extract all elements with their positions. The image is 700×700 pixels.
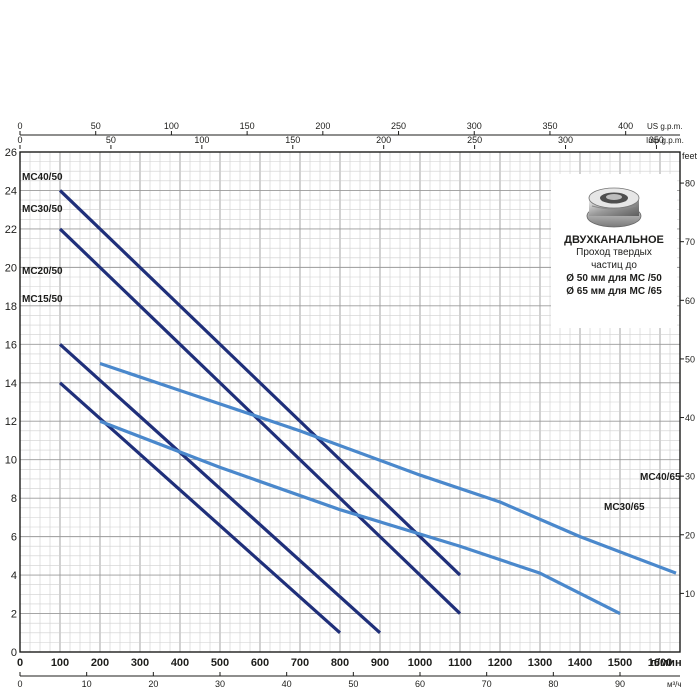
y-tick-label: 8: [11, 493, 17, 505]
y-tick-label: 4: [11, 570, 17, 582]
y2-axis-unit: feet: [682, 151, 698, 161]
x2-tick-label: 60: [415, 679, 425, 689]
x2-tick-label: 10: [82, 679, 92, 689]
y2-tick-label: 80: [685, 179, 695, 189]
top-us-tick-label: 150: [240, 121, 255, 131]
y2-tick-label: 10: [685, 589, 695, 599]
series-label-mc20-50: MC20/50: [22, 266, 63, 277]
y2-tick-label: 60: [685, 296, 695, 306]
x-tick-label: 1100: [448, 657, 472, 669]
y-tick-label: 10: [5, 455, 17, 467]
y-tick-label: 14: [5, 378, 17, 390]
x-tick-label: 700: [291, 657, 309, 669]
x-tick-label: 1000: [408, 657, 432, 669]
plot-frame: [19, 151, 681, 653]
x2-tick-label: 80: [548, 679, 558, 689]
y-tick-label: 18: [5, 301, 17, 313]
impeller-image: [584, 182, 644, 230]
top-imp-tick-label: 150: [285, 135, 300, 145]
series-line-mc30-50: [58, 227, 462, 615]
x2-axis-unit: м³/ч: [667, 680, 682, 689]
top-imp-tick-label: 350: [649, 135, 664, 145]
series-label-mc40-65: MC40/65: [640, 472, 681, 483]
y2-tick-label: 40: [685, 413, 695, 423]
top-us-tick-label: 100: [164, 121, 179, 131]
info-title: ДВУХКАНАЛЬНОЕ: [564, 234, 664, 246]
y-tick-label: 22: [5, 224, 17, 236]
x2-tick-label: 20: [148, 679, 158, 689]
top-us-tick-label: 0: [17, 121, 22, 131]
series-label-mc30-50: MC30/50: [22, 204, 63, 215]
x-tick-label: 1500: [608, 657, 632, 669]
series-label-mc40-50: MC40/50: [22, 172, 63, 183]
top-us-tick-label: 250: [391, 121, 406, 131]
x-tick-label: 1200: [488, 657, 512, 669]
y-tick-label: 12: [5, 416, 17, 428]
y-tick-label: 0: [11, 647, 17, 659]
info-line-3: Ø 50 мм для MC /50: [566, 273, 662, 284]
x-tick-label: 1300: [528, 657, 552, 669]
top-imp-tick-label: 50: [106, 135, 116, 145]
x-tick-label: 100: [51, 657, 69, 669]
top-us-tick-label: 200: [315, 121, 330, 131]
x2-tick-label: 40: [282, 679, 292, 689]
x-tick-label: 0: [17, 657, 23, 669]
impeller-info-box: ДВУХКАНАЛЬНОЕ Проход твердых частиц до Ø…: [551, 174, 677, 328]
x-tick-label: 600: [251, 657, 269, 669]
y-tick-label: 6: [11, 532, 17, 544]
series-line-mc40-65: [99, 362, 677, 575]
series-line-mc40-50: [58, 189, 462, 577]
y2-tick-label: 30: [685, 472, 695, 482]
y2-tick-label: 20: [685, 530, 695, 540]
x-tick-label: 200: [91, 657, 109, 669]
info-line-1: Проход твердых: [576, 247, 652, 258]
y2-tick-label: 50: [685, 354, 695, 364]
x-tick-label: 1400: [568, 657, 592, 669]
x2-tick-label: 50: [348, 679, 358, 689]
x-tick-label: 900: [371, 657, 389, 669]
x2-tick-label: 90: [615, 679, 625, 689]
x-tick-label: 800: [331, 657, 349, 669]
top-us-tick-label: 50: [91, 121, 101, 131]
x2-tick-label: 0: [17, 679, 22, 689]
y-tick-label: 16: [5, 339, 17, 351]
top-us-tick-label: 400: [618, 121, 633, 131]
top-imp-tick-label: 200: [376, 135, 391, 145]
info-line-4: Ø 65 мм для MC /65: [566, 286, 662, 297]
x-tick-label: 1600: [648, 657, 672, 669]
top-imp-axis-unit: Imp g.p.m.: [646, 136, 684, 145]
top-imp-tick-label: 0: [17, 135, 22, 145]
info-line-2: частиц до: [591, 260, 637, 271]
top-imp-tick-label: 300: [558, 135, 573, 145]
series-line-mc30-65: [99, 419, 621, 615]
y-tick-label: 2: [11, 609, 17, 621]
x-tick-label: 400: [171, 657, 189, 669]
x-tick-label: 500: [211, 657, 229, 669]
top-us-axis-unit: US g.p.m.: [647, 122, 683, 131]
y2-tick-label: 70: [685, 237, 695, 247]
series-line-mc20-50: [58, 343, 382, 634]
x-axis-unit: л/мин: [650, 657, 682, 669]
y-tick-label: 24: [5, 185, 17, 197]
x2-tick-label: 30: [215, 679, 225, 689]
y-tick-label: 20: [5, 262, 17, 274]
series-label-mc15-50: MC15/50: [22, 294, 63, 305]
series-label-mc30-65: MC30/65: [604, 502, 645, 513]
top-us-tick-label: 300: [467, 121, 482, 131]
top-imp-tick-label: 100: [194, 135, 209, 145]
y-tick-label: 26: [5, 147, 17, 159]
x2-tick-label: 70: [482, 679, 492, 689]
x-tick-label: 300: [131, 657, 149, 669]
top-us-tick-label: 350: [542, 121, 557, 131]
top-imp-tick-label: 250: [467, 135, 482, 145]
